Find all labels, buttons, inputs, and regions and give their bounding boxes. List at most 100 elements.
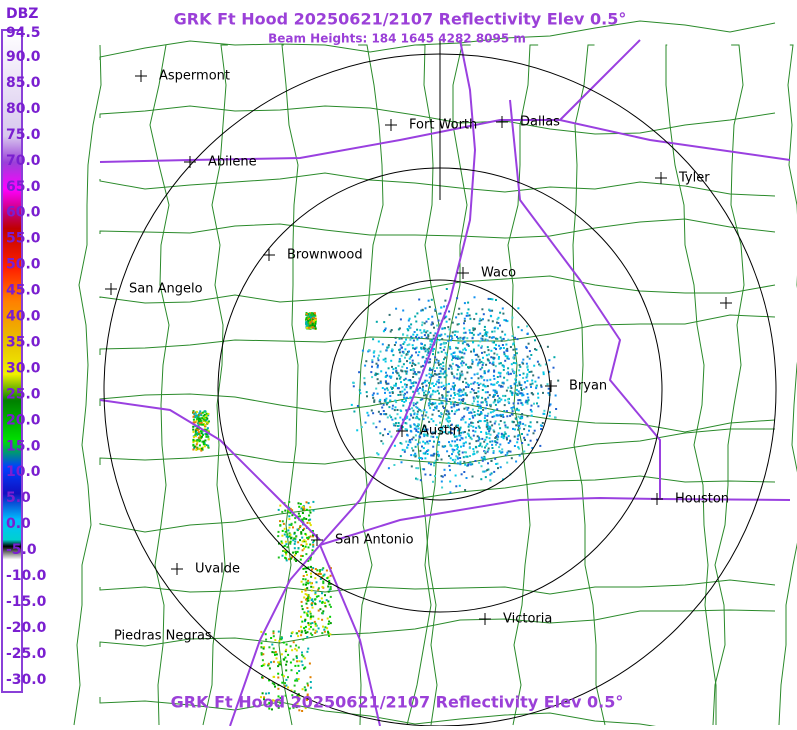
echo-pixel	[384, 360, 387, 363]
echo-pixel	[275, 653, 278, 656]
echo-pixel	[471, 402, 474, 405]
echo-pixel	[542, 391, 544, 394]
echo-pixel	[193, 447, 195, 450]
echo-pixel	[463, 415, 466, 418]
echo-pixel	[460, 312, 463, 315]
echo-pixel	[515, 381, 518, 384]
echo-pixel	[387, 344, 390, 347]
echo-pixel	[312, 586, 315, 589]
echo-pixel	[395, 422, 397, 425]
echo-pixel	[390, 386, 392, 389]
echo-pixel	[519, 365, 522, 368]
echo-pixel	[409, 361, 412, 364]
echo-pixel	[491, 410, 494, 413]
echo-pixel	[485, 400, 488, 403]
echo-pixel	[492, 389, 495, 392]
echo-pixel	[301, 536, 304, 539]
echo-pixel	[455, 444, 458, 447]
echo-pixel	[480, 346, 483, 349]
city-label: Waco	[481, 266, 516, 281]
echo-pixel	[409, 441, 412, 444]
echo-pixel	[480, 465, 483, 468]
echo-pixel	[402, 352, 405, 354]
echo-pixel	[499, 347, 502, 350]
echo-pixel	[306, 323, 309, 326]
echo-pixel	[466, 455, 469, 458]
echo-pixel	[310, 320, 313, 323]
echo-pixel	[268, 646, 271, 649]
echo-pixel	[444, 342, 447, 345]
echo-pixel	[276, 700, 279, 703]
echo-pixel	[279, 663, 282, 666]
echo-pixel	[429, 346, 432, 348]
echo-pixel	[420, 331, 423, 334]
echo-pixel	[530, 354, 533, 356]
echo-pixel	[304, 545, 307, 548]
echo-pixel	[444, 333, 447, 336]
echo-pixel	[451, 453, 453, 456]
echo-pixel	[436, 458, 439, 461]
echo-pixel	[489, 473, 492, 476]
echo-pixel	[298, 505, 301, 508]
echo-pixel	[192, 443, 195, 446]
echo-pixel	[469, 365, 472, 368]
echo-pixel	[487, 370, 490, 373]
echo-pixel	[450, 432, 453, 434]
echo-pixel	[409, 429, 412, 432]
echo-pixel	[305, 570, 308, 573]
echo-pixel	[324, 594, 326, 597]
echo-pixel	[514, 392, 517, 395]
echo-pixel	[496, 441, 499, 444]
echo-pixel	[455, 346, 458, 349]
echo-pixel	[405, 409, 408, 412]
echo-pixel	[482, 318, 484, 321]
echo-pixel	[309, 313, 312, 316]
echo-pixel	[309, 511, 312, 514]
echo-pixel	[430, 338, 433, 341]
echo-pixel	[192, 425, 195, 428]
echo-pixel	[491, 362, 494, 365]
echo-pixel	[404, 383, 406, 386]
echo-pixel	[296, 660, 299, 663]
echo-pixel	[309, 632, 312, 635]
echo-pixel	[423, 322, 426, 325]
echo-pixel	[460, 362, 463, 365]
echo-pixel	[503, 421, 506, 424]
echo-pixel	[540, 428, 543, 430]
echo-pixel	[389, 395, 392, 397]
echo-pixel	[433, 326, 435, 329]
echo-pixel	[312, 534, 314, 537]
echo-pixel	[487, 449, 490, 451]
echo-pixel	[356, 405, 359, 407]
echo-pixel	[303, 697, 306, 700]
echo-pixel	[473, 328, 476, 331]
echo-pixel	[490, 349, 493, 352]
echo-pixel	[452, 382, 455, 385]
echo-pixel	[425, 336, 428, 339]
echo-pixel	[502, 337, 505, 340]
echo-pixel	[431, 315, 434, 318]
city-label: Fort Worth	[409, 118, 477, 133]
echo-pixel	[421, 382, 424, 385]
echo-pixel	[481, 470, 484, 473]
echo-pixel	[466, 312, 469, 315]
echo-pixel	[492, 358, 495, 361]
echo-pixel	[489, 411, 492, 414]
echo-pixel	[260, 652, 263, 655]
echo-pixel	[517, 326, 520, 329]
echo-pixel	[470, 438, 473, 441]
echo-pixel	[445, 320, 448, 323]
echo-pixel	[306, 693, 309, 696]
echo-pixel	[200, 430, 202, 433]
echo-pixel	[415, 373, 418, 376]
echo-pixel	[414, 445, 417, 448]
echo-pixel	[445, 413, 448, 416]
echo-pixel	[520, 384, 523, 387]
echo-pixel	[305, 312, 308, 314]
echo-pixel	[512, 421, 515, 423]
echo-pixel	[501, 364, 504, 367]
echo-pixel	[487, 349, 490, 352]
echo-pixel	[393, 409, 396, 412]
echo-pixel	[455, 316, 458, 319]
echo-pixel	[456, 446, 459, 449]
